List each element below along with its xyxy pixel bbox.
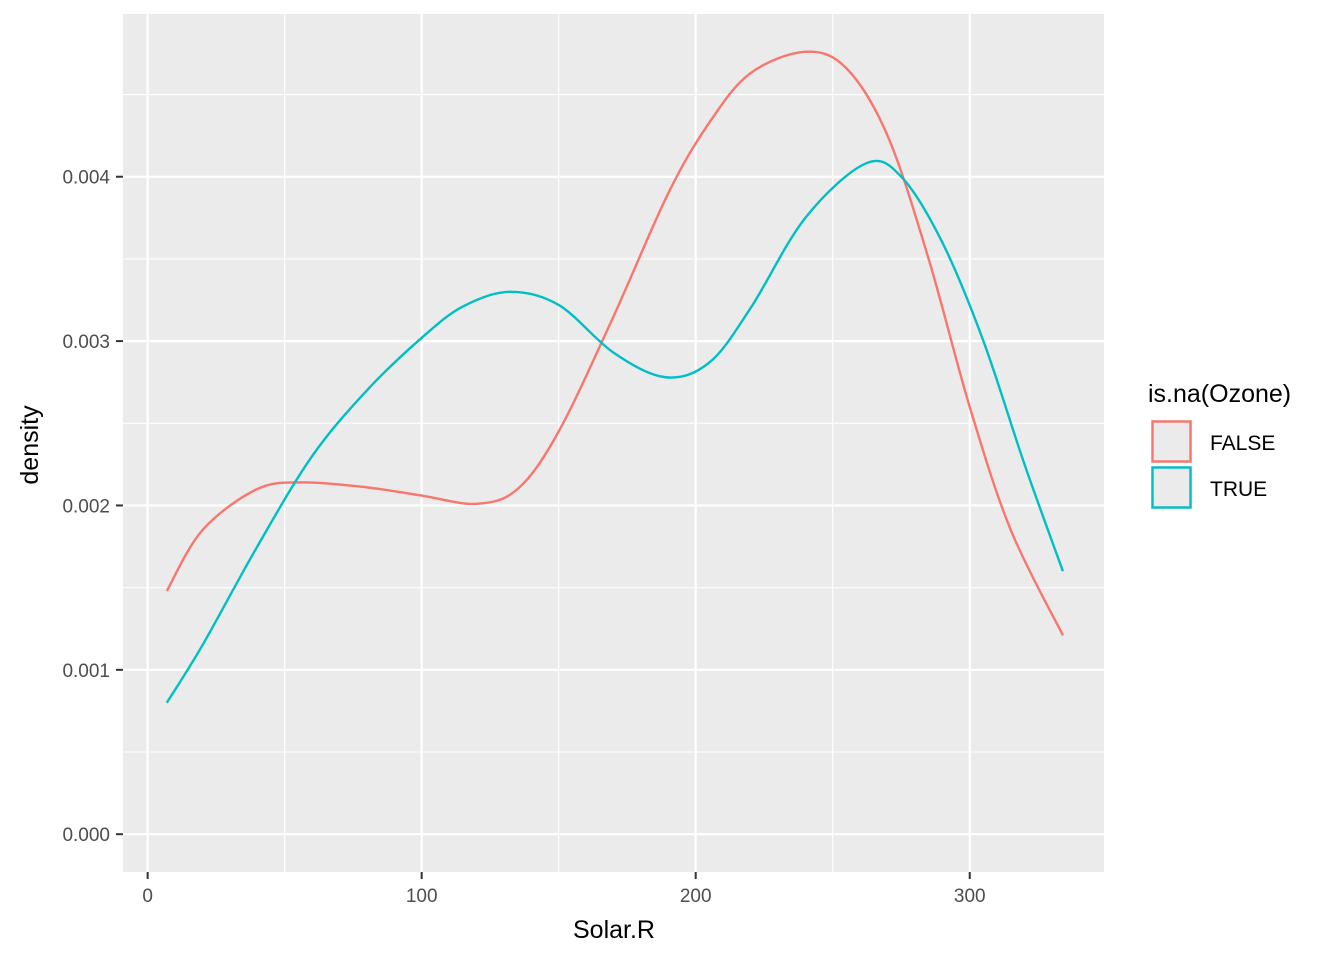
y-axis-title: density <box>16 405 44 485</box>
x-tick-label: 300 <box>954 886 986 907</box>
y-tick-label: 0.003 <box>62 332 110 353</box>
legend-label-true: TRUE <box>1210 478 1267 501</box>
series-line-true <box>165 159 1065 704</box>
series-line-false <box>165 50 1064 636</box>
legend-items: FALSE TRUE <box>1151 420 1275 509</box>
legend: is.na(Ozone) FALSE TRUE <box>1148 380 1291 509</box>
series-lines <box>165 50 1065 704</box>
legend-key-background <box>1151 420 1192 463</box>
y-tick-label: 0.001 <box>62 661 110 682</box>
x-tick-label: 200 <box>680 886 712 907</box>
legend-key-background <box>1151 466 1192 509</box>
y-tick-label: 0.004 <box>62 168 110 189</box>
y-tick-label: 0.002 <box>62 496 110 517</box>
x-tick-label: 100 <box>406 886 438 907</box>
legend-title: is.na(Ozone) <box>1148 380 1291 408</box>
plot-panel <box>123 14 1104 872</box>
x-axis-title: Solar.R <box>573 916 655 944</box>
minor-gridlines <box>123 14 1104 872</box>
x-tick-label: 0 <box>142 886 153 907</box>
legend-label-false: FALSE <box>1210 432 1275 455</box>
x-axis: 0 100 200 300 <box>142 872 986 907</box>
y-tick-label: 0.000 <box>62 825 110 846</box>
legend-key-false <box>1151 420 1192 463</box>
major-gridlines <box>123 14 1104 872</box>
legend-key-true <box>1151 466 1192 509</box>
y-axis: 0.000 0.001 0.002 0.003 0.004 <box>62 168 123 846</box>
